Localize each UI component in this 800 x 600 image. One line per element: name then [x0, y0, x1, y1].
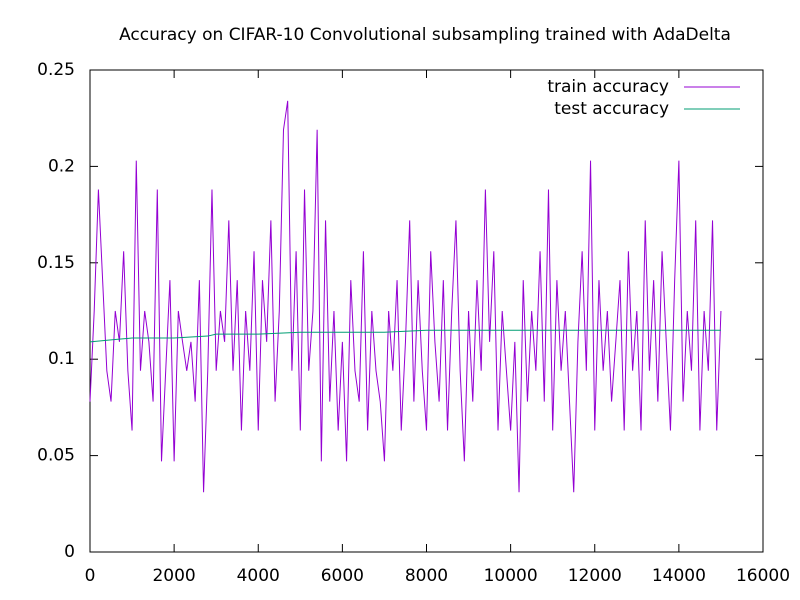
x-tick-label: 8000 — [405, 566, 448, 586]
x-tick-label: 2000 — [152, 566, 195, 586]
x-tick-label: 14000 — [652, 566, 706, 586]
y-tick-label: 0.25 — [37, 60, 75, 80]
series-line — [89, 329, 721, 343]
y-tick-label: 0 — [64, 542, 75, 562]
x-tick-label: 12000 — [568, 566, 622, 586]
y-tick-label: 0.2 — [48, 156, 75, 176]
plot-border — [89, 69, 764, 553]
series-line — [89, 100, 722, 493]
x-tick-label: 4000 — [237, 566, 280, 586]
y-tick-label: 0.05 — [37, 446, 75, 466]
y-tick-label: 0.1 — [48, 349, 75, 369]
x-tick-label: 10000 — [484, 566, 538, 586]
x-tick-label: 0 — [85, 566, 96, 586]
legend-label: test accuracy — [554, 99, 669, 119]
x-tick-label: 16000 — [736, 566, 790, 586]
x-tick-label: 6000 — [321, 566, 364, 586]
y-tick-label: 0.15 — [37, 253, 75, 273]
legend-label: train accuracy — [547, 77, 669, 97]
chart-title: Accuracy on CIFAR-10 Convolutional subsa… — [119, 25, 731, 45]
